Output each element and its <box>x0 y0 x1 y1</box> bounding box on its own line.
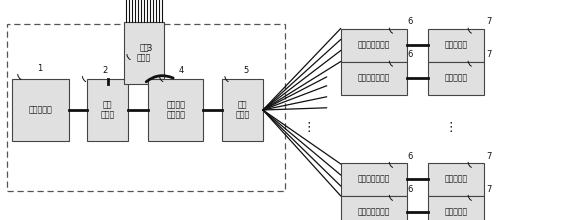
Bar <box>428 163 484 196</box>
Text: 光纤环形器: 光纤环形器 <box>444 208 468 217</box>
Bar <box>7 24 285 191</box>
Text: 第二
分束器: 第二 分束器 <box>137 43 151 62</box>
Text: 光纤环形器: 光纤环形器 <box>444 74 468 82</box>
Text: 光学放大器模块: 光学放大器模块 <box>358 175 390 184</box>
Text: 光纤环形器: 光纤环形器 <box>444 175 468 184</box>
Text: ⋮: ⋮ <box>302 121 315 134</box>
Bar <box>341 29 407 62</box>
Text: 7: 7 <box>486 17 492 26</box>
Text: 7: 7 <box>486 185 492 194</box>
Text: 光纤环形器: 光纤环形器 <box>444 41 468 50</box>
Bar <box>124 22 164 84</box>
Text: ⋮: ⋮ <box>444 121 457 134</box>
Bar <box>341 196 407 220</box>
Bar <box>12 79 69 141</box>
Bar <box>148 79 203 141</box>
Bar <box>428 196 484 220</box>
Bar <box>428 62 484 95</box>
Bar <box>222 79 263 141</box>
Text: 2: 2 <box>102 66 108 75</box>
Bar <box>341 62 407 95</box>
Text: 7: 7 <box>486 50 492 59</box>
Text: 4: 4 <box>179 66 184 75</box>
Bar <box>341 163 407 196</box>
Text: 6: 6 <box>408 152 413 161</box>
Text: 第一
分束器: 第一 分束器 <box>100 100 115 120</box>
Text: 光学放大器模块: 光学放大器模块 <box>358 208 390 217</box>
Text: 6: 6 <box>408 185 413 194</box>
Bar <box>428 29 484 62</box>
Text: 1: 1 <box>37 64 42 73</box>
Text: 激光脉冲
调制模块: 激光脉冲 调制模块 <box>166 100 185 120</box>
Text: 7: 7 <box>486 152 492 161</box>
Text: 6: 6 <box>408 17 413 26</box>
Text: 连续激光器: 连续激光器 <box>29 106 52 114</box>
Bar <box>87 79 128 141</box>
Text: 第三
分束器: 第三 分束器 <box>235 100 250 120</box>
Text: 光学放大器模块: 光学放大器模块 <box>358 74 390 82</box>
Text: 5: 5 <box>244 66 249 75</box>
Text: 光学放大器模块: 光学放大器模块 <box>358 41 390 50</box>
Text: 3: 3 <box>146 44 151 53</box>
Text: 6: 6 <box>408 50 413 59</box>
